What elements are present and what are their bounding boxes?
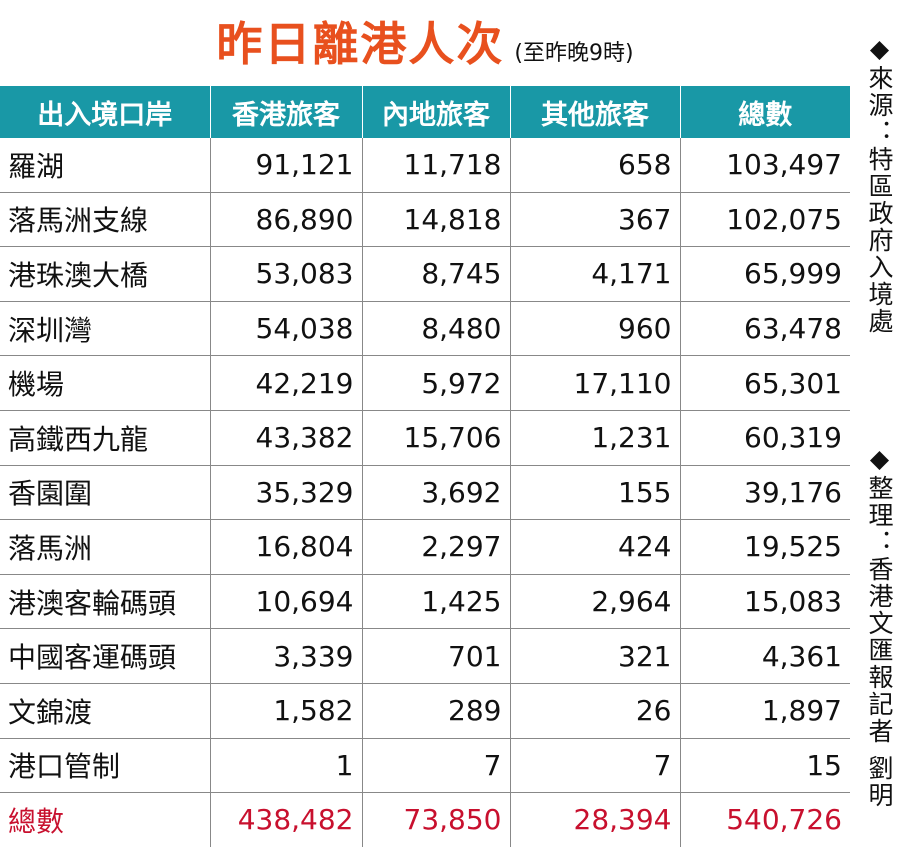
cell-value: 15 [679, 738, 850, 794]
cell-value: 8,480 [361, 301, 510, 357]
cell-value: 960 [509, 301, 680, 357]
cell-port: 港珠澳大橋 [0, 246, 210, 302]
source-note: ◆來源：特區政府入境處 [865, 34, 894, 335]
table-row: 機場 42,219 5,972 17,110 65,301 [0, 355, 850, 411]
cell-value: 1,897 [679, 683, 850, 739]
column-header: 總數 [679, 86, 850, 138]
cell-port: 落馬洲支線 [0, 192, 210, 248]
table-row: 高鐵西九龍 43,382 15,706 1,231 60,319 [0, 410, 850, 466]
cell-value: 289 [361, 683, 510, 739]
title: 昨日離港人次 [216, 17, 505, 71]
cell-value: 60,319 [679, 410, 850, 466]
cell-value: 39,176 [679, 465, 850, 521]
table-row: 深圳灣 54,038 8,480 960 63,478 [0, 301, 850, 357]
cell-value: 91,121 [209, 138, 362, 193]
table-row: 港珠澳大橋 53,083 8,745 4,171 65,999 [0, 246, 850, 302]
total-value: 73,850 [361, 792, 510, 847]
cell-value: 53,083 [209, 246, 362, 302]
header-row: 出入境口岸 香港旅客 內地旅客 其他旅客 總數 [0, 86, 850, 138]
cell-value: 3,692 [361, 465, 510, 521]
cell-port: 落馬洲 [0, 519, 210, 575]
cell-value: 43,382 [209, 410, 362, 466]
cell-value: 19,525 [679, 519, 850, 575]
cell-value: 7 [509, 738, 680, 794]
column-header: 出入境口岸 [0, 86, 210, 138]
cell-port: 港口管制 [0, 738, 210, 794]
cell-value: 42,219 [209, 355, 362, 411]
cell-value: 14,818 [361, 192, 510, 248]
table-row: 文錦渡 1,582 289 26 1,897 [0, 683, 850, 739]
cell-value: 17,110 [509, 355, 680, 411]
table-row: 羅湖 91,121 11,718 658 103,497 [0, 138, 850, 193]
cell-port: 深圳灣 [0, 301, 210, 357]
cell-value: 16,804 [209, 519, 362, 575]
table-row: 港澳客輪碼頭 10,694 1,425 2,964 15,083 [0, 574, 850, 630]
total-value: 28,394 [509, 792, 680, 847]
cell-port: 羅湖 [0, 138, 210, 193]
cell-value: 26 [509, 683, 680, 739]
cell-value: 54,038 [209, 301, 362, 357]
total-value: 438,482 [209, 792, 362, 847]
table-row: 落馬洲支線 86,890 14,818 367 102,075 [0, 192, 850, 248]
cell-value: 1 [209, 738, 362, 794]
table-body: 羅湖 91,121 11,718 658 103,497 落馬洲支線 86,890 14,81… [0, 138, 850, 847]
subtitle: (至昨晚9時) [514, 41, 634, 66]
cell-value: 11,718 [361, 138, 510, 193]
cell-value: 701 [361, 628, 510, 684]
cell-value: 1,231 [509, 410, 680, 466]
cell-port: 香園圍 [0, 465, 210, 521]
cell-value: 3,339 [209, 628, 362, 684]
cell-value: 10,694 [209, 574, 362, 630]
cell-value: 15,706 [361, 410, 510, 466]
cell-value: 65,999 [679, 246, 850, 302]
table-row: 中國客運碼頭 3,339 701 321 4,361 [0, 628, 850, 684]
cell-value: 2,964 [509, 574, 680, 630]
cell-value: 4,361 [679, 628, 850, 684]
cell-value: 367 [509, 192, 680, 248]
table: 出入境口岸 香港旅客 內地旅客 其他旅客 總數 羅湖 91,121 11,718 658 103… [0, 86, 850, 847]
cell-value: 86,890 [209, 192, 362, 248]
cell-value: 102,075 [679, 192, 850, 248]
cell-value: 15,083 [679, 574, 850, 630]
source-text: 來源：特區政府入境處 [865, 65, 894, 335]
cell-value: 4,171 [509, 246, 680, 302]
cell-port: 高鐵西九龍 [0, 410, 210, 466]
cell-port: 文錦渡 [0, 683, 210, 739]
column-header: 內地旅客 [361, 86, 510, 138]
cell-value: 424 [509, 519, 680, 575]
cell-port: 港澳客輪碼頭 [0, 574, 210, 630]
cell-port: 機場 [0, 355, 210, 411]
table-row: 香園圍 35,329 3,692 155 39,176 [0, 465, 850, 521]
cell-value: 8,745 [361, 246, 510, 302]
cell-value: 1,425 [361, 574, 510, 630]
total-value: 540,726 [679, 792, 850, 847]
title-block: 昨日離港人次 (至昨晚9時) [0, 8, 850, 74]
cell-value: 35,329 [209, 465, 362, 521]
compiled-note: ◆整理：香港文匯報記者 劉明 [865, 444, 894, 809]
cell-value: 103,497 [679, 138, 850, 193]
column-header: 其他旅客 [509, 86, 680, 138]
total-row: 總數 438,482 73,850 28,394 540,726 [0, 792, 850, 847]
total-label: 總數 [8, 804, 65, 838]
cell-value: 7 [361, 738, 510, 794]
table-row: 港口管制 1 7 7 15 [0, 738, 850, 794]
cell-value: 155 [509, 465, 680, 521]
cell-value: 5,972 [361, 355, 510, 411]
compiled-text: 整理：香港文匯報記者 劉明 [865, 475, 894, 809]
cell-value: 2,297 [361, 519, 510, 575]
cell-port: 中國客運碼頭 [0, 628, 210, 684]
cell-value: 1,582 [209, 683, 362, 739]
cell-value: 63,478 [679, 301, 850, 357]
cell-value: 65,301 [679, 355, 850, 411]
cell-value: 658 [509, 138, 680, 193]
table-row: 落馬洲 16,804 2,297 424 19,525 [0, 519, 850, 575]
cell-value: 321 [509, 628, 680, 684]
column-header: 香港旅客 [209, 86, 362, 138]
